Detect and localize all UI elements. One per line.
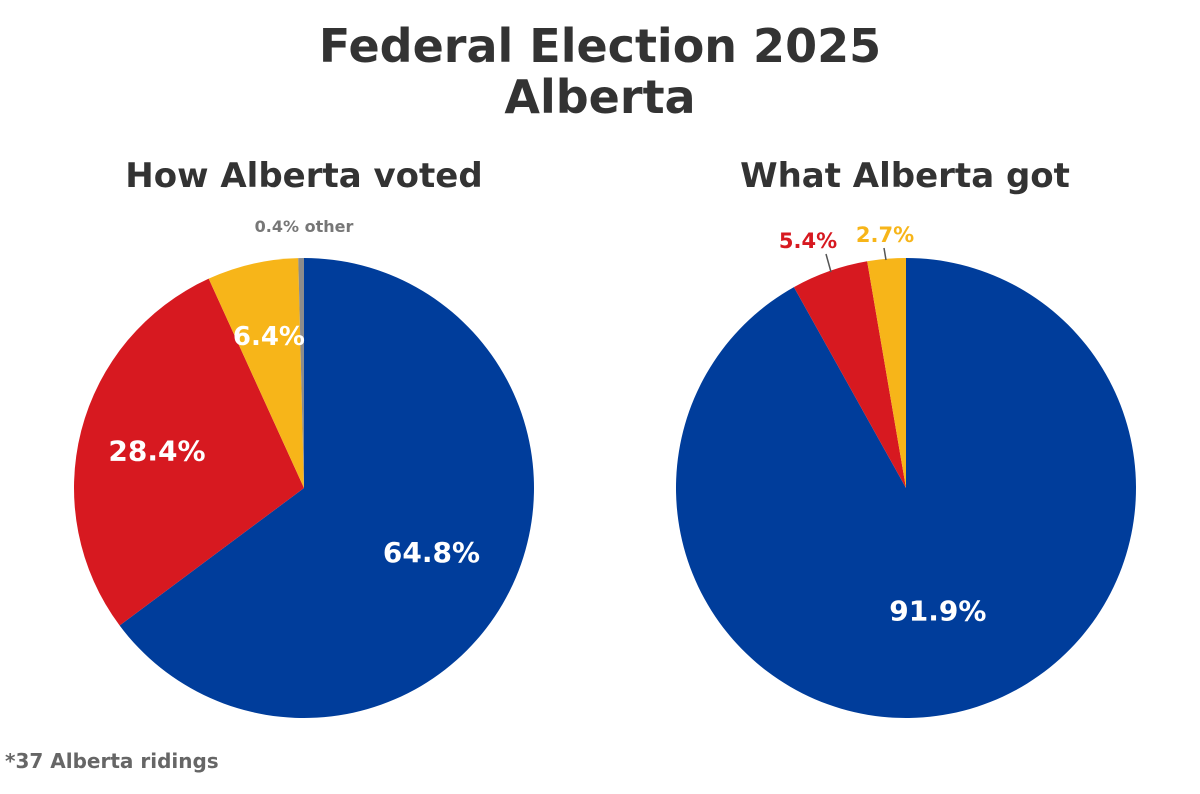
pie-1-label-0: 91.9% xyxy=(889,595,986,628)
pie-1-label-2: 2.7% xyxy=(856,223,914,247)
footnote: *37 Alberta ridings xyxy=(5,749,219,773)
main-title-line-2: Alberta xyxy=(504,70,695,124)
pie-0-label-3: 0.4% other xyxy=(255,217,354,236)
pie-0-slice-2 xyxy=(208,258,304,488)
pie-1-label-1: 5.4% xyxy=(779,229,837,253)
pie-title-seats: What Alberta got xyxy=(740,156,1070,196)
pie-0-slice-3 xyxy=(298,258,304,488)
pie-1-slice-2 xyxy=(867,258,906,488)
pie-0-slice-0 xyxy=(119,258,535,719)
pie-0-label-2: 6.4% xyxy=(233,322,305,352)
pie-0-slice-1 xyxy=(74,278,304,626)
pie-seats: 91.9% 5.4% 2.7% xyxy=(675,223,1136,718)
pie-votes: 64.8% 28.4% 6.4% 0.4% other xyxy=(74,217,535,719)
pie-1-leader-2 xyxy=(883,247,887,261)
pie-0-label-0: 64.8% xyxy=(383,536,480,569)
pie-1-slice-1 xyxy=(793,261,906,488)
main-title-line-1: Federal Election 2025 xyxy=(319,19,881,73)
pie-0-label-1: 28.4% xyxy=(108,434,205,467)
pie-1-leader-1 xyxy=(825,253,832,273)
pie-title-votes: How Alberta voted xyxy=(125,156,482,196)
